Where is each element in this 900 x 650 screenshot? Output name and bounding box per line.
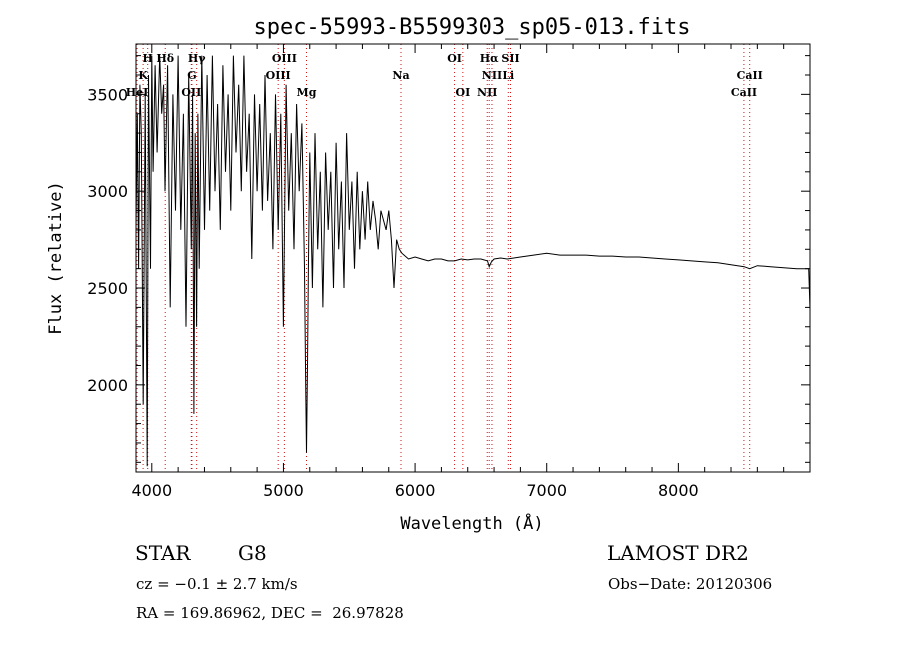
y-tick-label: 3500 — [87, 85, 128, 104]
y-axis-label: Flux (relative) — [46, 181, 66, 335]
y-tick-label: 2500 — [87, 279, 128, 298]
y-tick-label: 3000 — [87, 182, 128, 201]
line-label-4: Hγ — [188, 52, 206, 65]
x-tick-label: 4000 — [131, 481, 172, 500]
line-label-14: SII — [501, 52, 519, 65]
x-tick-label: 8000 — [658, 481, 699, 500]
line-label-16: Li — [502, 69, 514, 82]
survey-name: LAMOST DR2 — [607, 541, 749, 565]
spectral-subclass: G8 — [238, 541, 267, 565]
x-axis-label: Wavelength (Å) — [400, 512, 543, 534]
line-label-19: CaII — [731, 86, 757, 99]
line-label-3: Hδ — [156, 52, 174, 65]
sky-coordinates: RA = 169.86962, DEC = 26.97828 — [136, 604, 404, 622]
line-label-9: Mg — [297, 86, 317, 99]
spectrum-line-flux — [135, 55, 811, 467]
line-label-17: NII — [477, 86, 497, 99]
object-class: STAR — [135, 541, 191, 565]
observation-date: Obs−Date: 20120306 — [608, 575, 773, 593]
line-label-10: Na — [392, 69, 409, 82]
x-tick-label: 6000 — [395, 481, 436, 500]
line-label-7: OIII — [272, 52, 297, 65]
spectrum-layer — [135, 55, 811, 467]
line-label-0: H — [143, 52, 153, 65]
line-label-6: OII — [181, 86, 201, 99]
line-label-8: OIII — [266, 69, 291, 82]
plot-frame — [135, 43, 811, 473]
line-label-15: NII — [482, 69, 502, 82]
line-label-12: OI — [455, 86, 470, 99]
line-label-5: G — [187, 69, 196, 82]
line-label-13: Hα — [480, 52, 499, 65]
axes-layer: 4000 5000 6000 7000 8000 2000 2500 3000 3500 — [87, 43, 811, 500]
chart-title: spec-55993-B5599303_sp05-013.fits — [253, 15, 690, 40]
redshift-velocity: cz = −0.1 ± 2.7 km/s — [136, 575, 298, 593]
line-label-2: HeI — [126, 86, 149, 99]
line-label-18: CaII — [737, 69, 763, 82]
line-label-11: OI — [447, 52, 462, 65]
x-tick-label: 5000 — [263, 481, 304, 500]
line-label-1: K — [138, 69, 148, 82]
x-tick-label: 7000 — [526, 481, 567, 500]
y-tick-label: 2000 — [87, 376, 128, 395]
